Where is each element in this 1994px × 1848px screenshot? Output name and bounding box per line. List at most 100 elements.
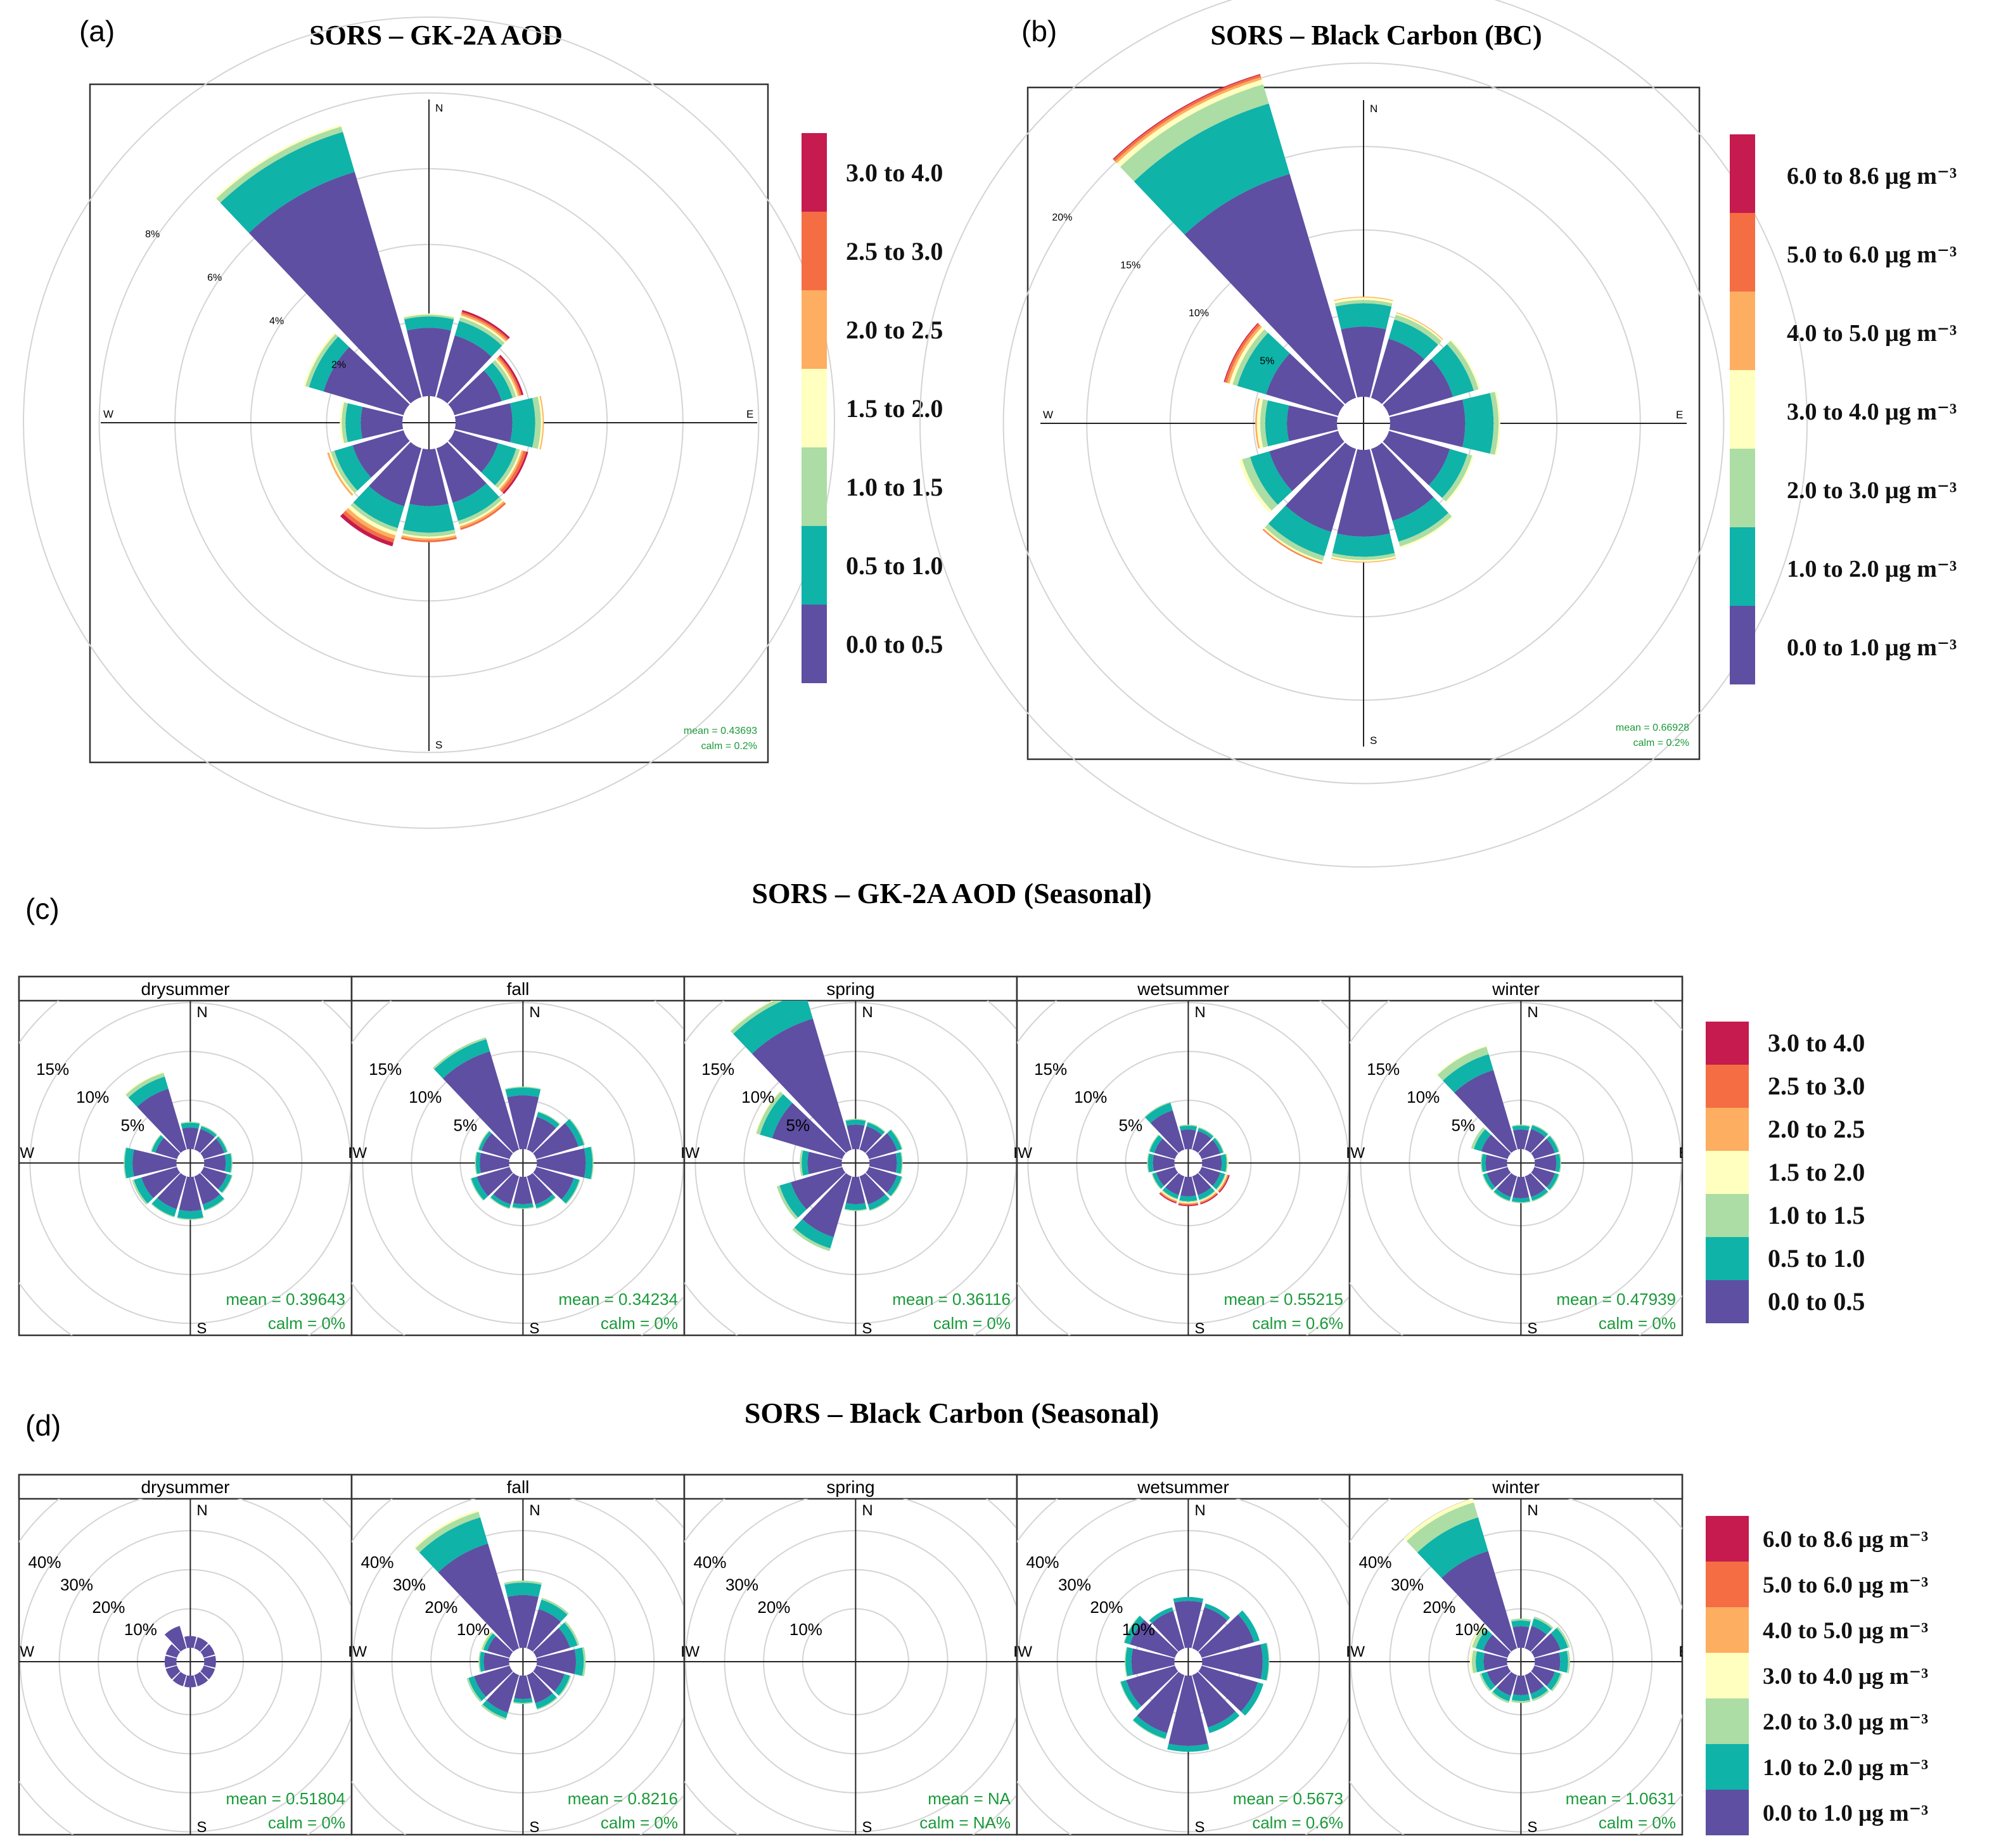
petal-segment bbox=[481, 1704, 507, 1721]
petal-segment bbox=[866, 1122, 885, 1136]
petal-segment bbox=[414, 1510, 479, 1548]
facet-name: winter bbox=[1492, 979, 1540, 999]
petal-segment bbox=[569, 1118, 585, 1145]
legend-a-label-0: 3.0 to 4.0 bbox=[846, 158, 943, 187]
petal-segment bbox=[345, 508, 396, 539]
petal-segment bbox=[1486, 1167, 1511, 1188]
petal-segment bbox=[1471, 1127, 1486, 1150]
petal-segment bbox=[151, 1198, 177, 1217]
petal-segment bbox=[352, 430, 410, 478]
petal-segment bbox=[334, 445, 371, 491]
ring-label: 10% bbox=[1407, 1088, 1440, 1107]
dir-e: E bbox=[1346, 1643, 1356, 1660]
ring-label: 2% bbox=[331, 359, 346, 370]
petal-segment bbox=[1180, 1176, 1196, 1197]
petal-segment bbox=[561, 1177, 580, 1203]
petal-segment bbox=[481, 443, 516, 485]
petal-segment bbox=[340, 402, 345, 444]
facet-wetsummer: wetsummerNSEW5%10%15%mean = 0.55215calm … bbox=[1016, 975, 1351, 1337]
petal-segment bbox=[482, 1700, 508, 1719]
petal-segment bbox=[1445, 455, 1474, 503]
ring-label: 5% bbox=[1452, 1115, 1476, 1134]
petal-segment bbox=[194, 1672, 208, 1686]
ring-label: 15% bbox=[701, 1060, 734, 1079]
petal-segment bbox=[474, 1665, 513, 1697]
dir-e: E bbox=[746, 408, 753, 420]
dir-n: N bbox=[1194, 1502, 1205, 1519]
petal-segment bbox=[807, 1152, 842, 1174]
petal-segment bbox=[177, 1209, 203, 1219]
dir-w: W bbox=[352, 1145, 367, 1162]
petal-segment bbox=[1151, 1610, 1185, 1652]
petal-segment bbox=[859, 1173, 886, 1205]
dir-s: S bbox=[1527, 1819, 1537, 1836]
dir-e: E bbox=[348, 1643, 358, 1660]
petal-segment bbox=[327, 452, 354, 496]
petal-segment bbox=[1511, 1618, 1531, 1622]
petal-segment bbox=[454, 321, 502, 357]
petal-segment bbox=[1156, 1167, 1179, 1186]
legend-a-swatch-1 bbox=[802, 212, 827, 290]
ring-label: 15% bbox=[1367, 1060, 1400, 1079]
legend-d-label-3: 3.0 to 4.0 μg m⁻³ bbox=[1763, 1664, 1928, 1690]
petal-segment bbox=[224, 1153, 232, 1173]
petal-segment bbox=[1534, 1652, 1561, 1671]
dir-e: E bbox=[681, 1145, 691, 1162]
petal-segment bbox=[1511, 1197, 1530, 1203]
petal-segment bbox=[794, 1219, 834, 1248]
petal-segment bbox=[535, 1693, 557, 1709]
panel-b-label: (b) bbox=[1021, 15, 1057, 48]
petal-segment bbox=[497, 449, 522, 490]
petal-segment bbox=[1496, 1173, 1518, 1197]
petal-segment bbox=[1462, 393, 1494, 454]
petal-segment bbox=[1443, 1054, 1493, 1093]
petal-segment bbox=[890, 1129, 903, 1150]
petal-segment bbox=[1566, 1650, 1570, 1674]
petal-segment bbox=[200, 1644, 215, 1658]
petal-segment bbox=[1198, 1128, 1213, 1139]
petal-segment bbox=[1199, 1190, 1216, 1201]
facet-frame bbox=[350, 975, 686, 1337]
ring-label: 15% bbox=[1034, 1060, 1067, 1079]
petal-segment bbox=[1198, 1139, 1220, 1159]
legend-c-label-3: 1.5 to 2.0 bbox=[1768, 1158, 1865, 1186]
dir-n: N bbox=[1527, 1502, 1538, 1519]
ring-label: 40% bbox=[28, 1553, 61, 1572]
legend-a-swatch-3 bbox=[802, 369, 827, 447]
petal-segment bbox=[1454, 1070, 1518, 1153]
facet-mean: mean = 1.0631 bbox=[1566, 1789, 1676, 1808]
petal-segment bbox=[1392, 497, 1448, 542]
petal-segment bbox=[483, 1633, 496, 1652]
petal-segment bbox=[457, 497, 502, 525]
ring-label: 15% bbox=[1120, 260, 1141, 271]
dir-s: S bbox=[1194, 1320, 1205, 1337]
grid-ring bbox=[98, 92, 760, 754]
petal-segment bbox=[403, 313, 455, 318]
petal-segment bbox=[478, 1131, 492, 1151]
petal-segment bbox=[194, 1637, 208, 1652]
petal-segment bbox=[172, 1672, 187, 1686]
legend-d-swatch-1 bbox=[1706, 1562, 1749, 1607]
petal-segment bbox=[1417, 1517, 1488, 1578]
petal-segment bbox=[1287, 405, 1338, 442]
petal-segment bbox=[1224, 323, 1260, 383]
petal-segment bbox=[1212, 1138, 1224, 1154]
petal-segment bbox=[779, 1182, 807, 1218]
legend-d-label-1: 5.0 to 6.0 μg m⁻³ bbox=[1763, 1572, 1928, 1598]
ring-label: 4% bbox=[269, 316, 284, 327]
facet-mean: mean = 0.47939 bbox=[1556, 1290, 1676, 1309]
petal-segment bbox=[1179, 1195, 1198, 1202]
legend-c-label-0: 3.0 to 4.0 bbox=[1768, 1029, 1865, 1057]
dir-s: S bbox=[1194, 1819, 1205, 1836]
dir-e: E bbox=[1678, 1145, 1689, 1162]
petal-segment bbox=[847, 1124, 865, 1150]
petal-segment bbox=[1198, 1187, 1215, 1200]
petal-segment bbox=[1220, 1153, 1227, 1172]
petal-segment bbox=[582, 1646, 586, 1677]
dir-n: N bbox=[862, 1502, 872, 1519]
